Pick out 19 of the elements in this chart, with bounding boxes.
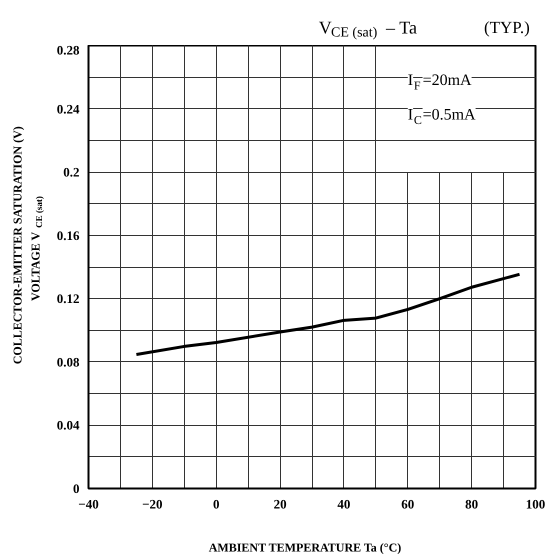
x-tick-label: −20 — [142, 496, 163, 512]
y-tick-label: 0.12 — [56, 291, 80, 306]
y-tick-label: 0 — [73, 481, 80, 496]
x-tick-label: 0 — [212, 496, 220, 512]
y-tick-label: 0.24 — [56, 101, 80, 116]
x-tick-label: 40 — [337, 496, 350, 512]
x-tick-label: −40 — [78, 496, 99, 512]
y-tick-label: 0.2 — [63, 164, 80, 180]
y-tick-label: 0.04 — [56, 418, 80, 433]
x-tick-label: 80 — [465, 496, 478, 512]
y-tick-label: 0.28 — [56, 42, 80, 58]
line-series — [134, 272, 522, 356]
x-tick-label: 60 — [401, 496, 414, 512]
y-tick-label: 0.08 — [56, 354, 80, 370]
x-axis-title: AMBIENT TEMPERATURE Ta (°C) — [208, 540, 402, 554]
x-tick-label: 100 — [526, 496, 546, 512]
x-tick-label: 20 — [274, 496, 287, 512]
y-tick-label: 0.16 — [56, 228, 80, 243]
text: (TYP.) — [484, 18, 530, 37]
